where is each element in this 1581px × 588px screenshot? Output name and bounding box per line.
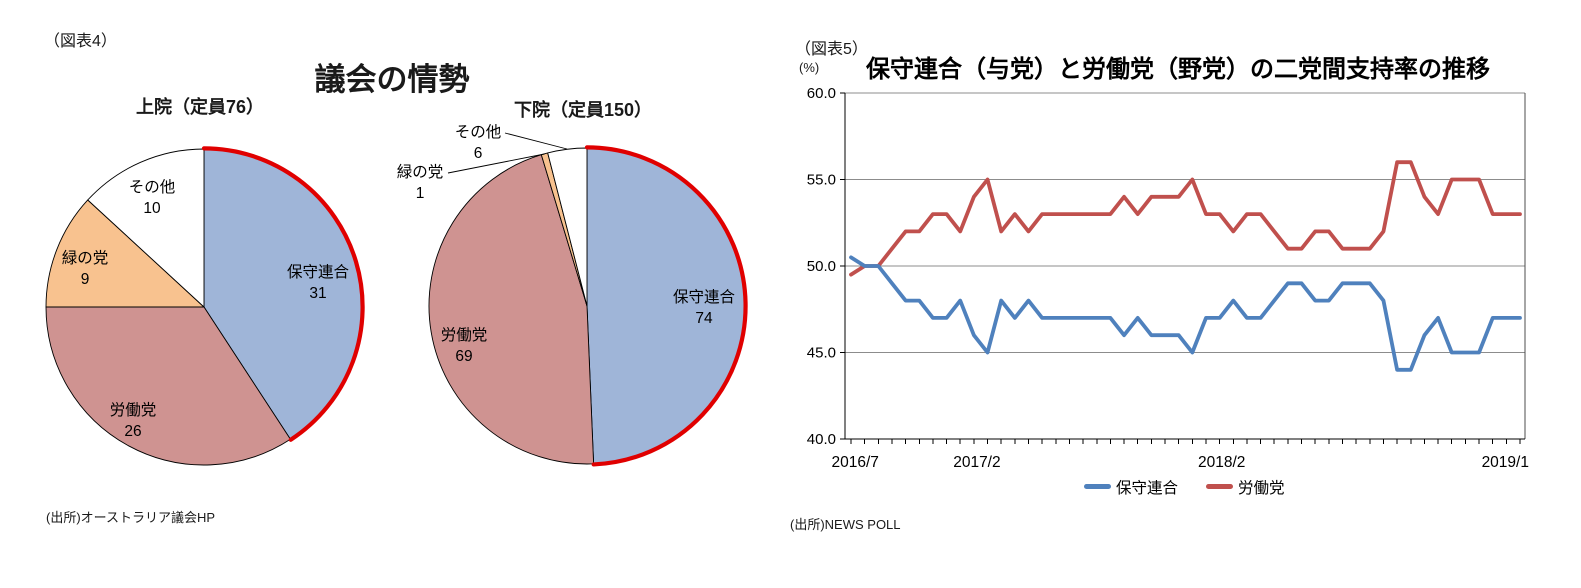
pie-slice-labor xyxy=(45,306,291,466)
y-tick-label: 40.0 xyxy=(807,431,836,448)
pie-label-labor: 労働党 xyxy=(441,326,488,344)
legend-swatch-coalition xyxy=(1084,484,1111,489)
x-tick-label: 2016/7 xyxy=(831,454,878,471)
pie-label-others: その他 xyxy=(129,178,176,196)
figure4-tag: （図表4） xyxy=(44,33,117,50)
legend-swatch-labor xyxy=(1206,484,1233,489)
figure4-title: 議会の情勢 xyxy=(314,62,470,97)
senate-pie-chart: 保守連合 31 労働党 26 緑の党 9 その他 10 xyxy=(45,146,365,466)
pie-value-labor: 69 xyxy=(455,348,472,365)
pie-value-coalition: 74 xyxy=(695,310,713,327)
figure5-tag: （図表5） xyxy=(795,41,868,58)
y-tick-label: 50.0 xyxy=(807,258,836,275)
pie-value-coalition: 31 xyxy=(309,285,326,302)
pie-label-labor: 労働党 xyxy=(110,401,157,419)
leader-line-others xyxy=(504,132,568,150)
y-tick-label: 45.0 xyxy=(807,345,836,362)
pie-slice-greens xyxy=(45,199,205,308)
pie-value-greens: 1 xyxy=(416,185,425,202)
chart-title: 保守連合（与党）と労働党（野党）の二党間支持率の推移 xyxy=(865,55,1490,83)
figure4-source: (出所)オーストラリア議会HP xyxy=(46,510,216,525)
support-rate-line-chart: 保守連合（与党）と労働党（野党）の二党間支持率の推移 40.0 45.0 50.0 55… xyxy=(807,55,1529,497)
legend-label-coalition: 保守連合 xyxy=(1116,479,1179,497)
figure5-source: (出所)NEWS POLL xyxy=(790,517,901,532)
pie-value-others: 6 xyxy=(474,145,483,162)
y-axis-unit-label: (%) xyxy=(799,60,820,75)
pie-label-greens: 緑の党 xyxy=(397,163,444,181)
y-tick-label: 55.0 xyxy=(807,172,836,189)
y-tick-label: 60.0 xyxy=(807,85,836,102)
pie-value-others: 10 xyxy=(143,200,161,217)
majority-highlight-arc xyxy=(201,146,365,442)
pie-slice-labor xyxy=(428,154,595,465)
coalition-line xyxy=(849,255,1522,372)
pie-label-others: その他 xyxy=(455,123,502,141)
x-tick-label: 2018/2 xyxy=(1198,454,1245,471)
pie-value-greens: 9 xyxy=(81,271,90,288)
house-pie-title: 下院（定員150） xyxy=(513,100,653,120)
senate-pie-title: 上院（定員76） xyxy=(135,97,265,117)
leader-line-greens xyxy=(447,153,545,174)
pie-label-coalition: 保守連合 xyxy=(673,288,736,306)
pie-label-greens: 緑の党 xyxy=(62,249,109,267)
x-tick-label: 2017/2 xyxy=(953,454,1000,471)
pie-label-coalition: 保守連合 xyxy=(287,263,350,281)
majority-highlight-arc xyxy=(584,145,748,467)
pie-slice-others xyxy=(87,148,205,308)
x-tick-label: 2019/1 xyxy=(1482,454,1529,471)
labor-line xyxy=(849,160,1522,277)
pie-value-labor: 26 xyxy=(124,423,141,440)
legend-label-labor: 労働党 xyxy=(1238,479,1285,497)
house-pie-chart: 保守連合 74 労働党 69 緑の党 1 その他 6 xyxy=(397,123,748,467)
